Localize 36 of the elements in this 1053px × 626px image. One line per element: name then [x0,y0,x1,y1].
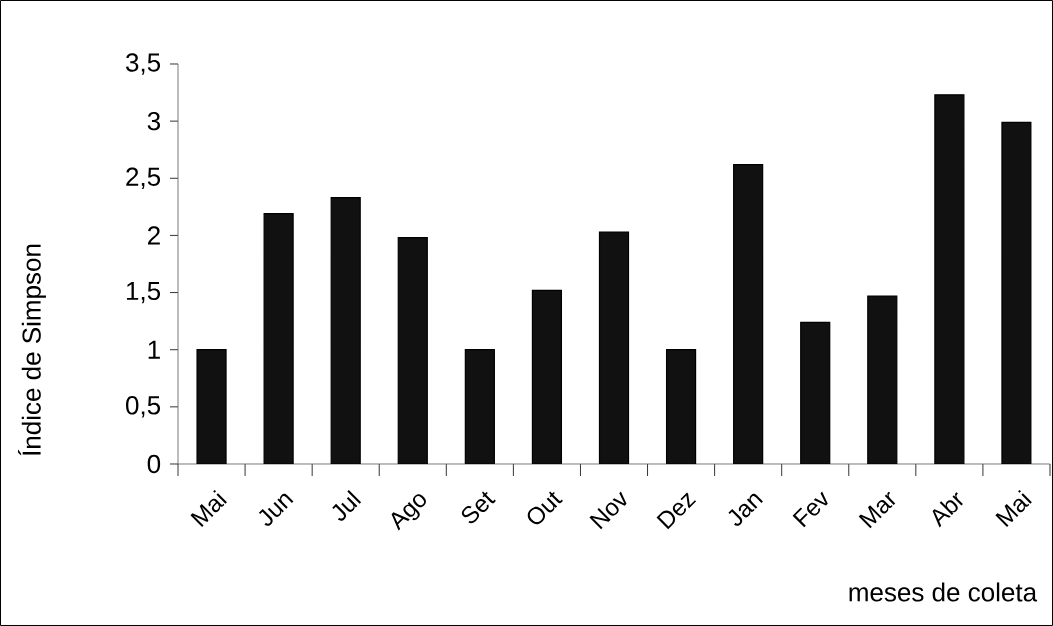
bar [867,295,898,464]
x-tick-label: Fev [792,491,828,528]
bar [263,213,294,464]
y-tick-label: 3 [147,111,160,131]
x-tick-label: Nov [589,491,627,530]
x-tick-label: Mai [995,489,1032,528]
x-tick-label: Jun [258,493,294,526]
bar [598,231,630,464]
x-tick-label: Abr [932,492,963,528]
bar [464,349,495,464]
y-tick-label: 2,5 [126,167,161,190]
x-tick-label: Jul [332,489,362,521]
x-tick-label: Mar [858,491,896,529]
x-tick-label: Mai [190,489,227,528]
bar [397,237,428,464]
bar [531,289,563,464]
x-tick-label: Ago [391,494,426,531]
x-tick-label: Jan [728,493,763,526]
bar [934,94,965,464]
bar [196,349,227,464]
bar [665,349,697,464]
x-tick-label: Out [527,491,563,525]
y-tick-label: 0 [147,454,161,474]
bar [800,321,831,464]
y-tick-label: 1,5 [126,281,161,304]
y-tick-label: 3,5 [125,53,161,75]
y-tick-label: 2 [147,226,160,245]
bar [1001,121,1032,464]
y-axis-title: Índice de Simpson [18,244,46,456]
y-tick-label: 1 [148,340,160,359]
x-tick-label: Set [461,491,496,524]
bar [733,163,764,464]
bar [330,197,361,464]
x-tick-label: Dez [656,492,697,530]
x-axis-title: meses de coleta [849,582,1038,602]
y-tick-label: 0,5 [126,396,161,418]
